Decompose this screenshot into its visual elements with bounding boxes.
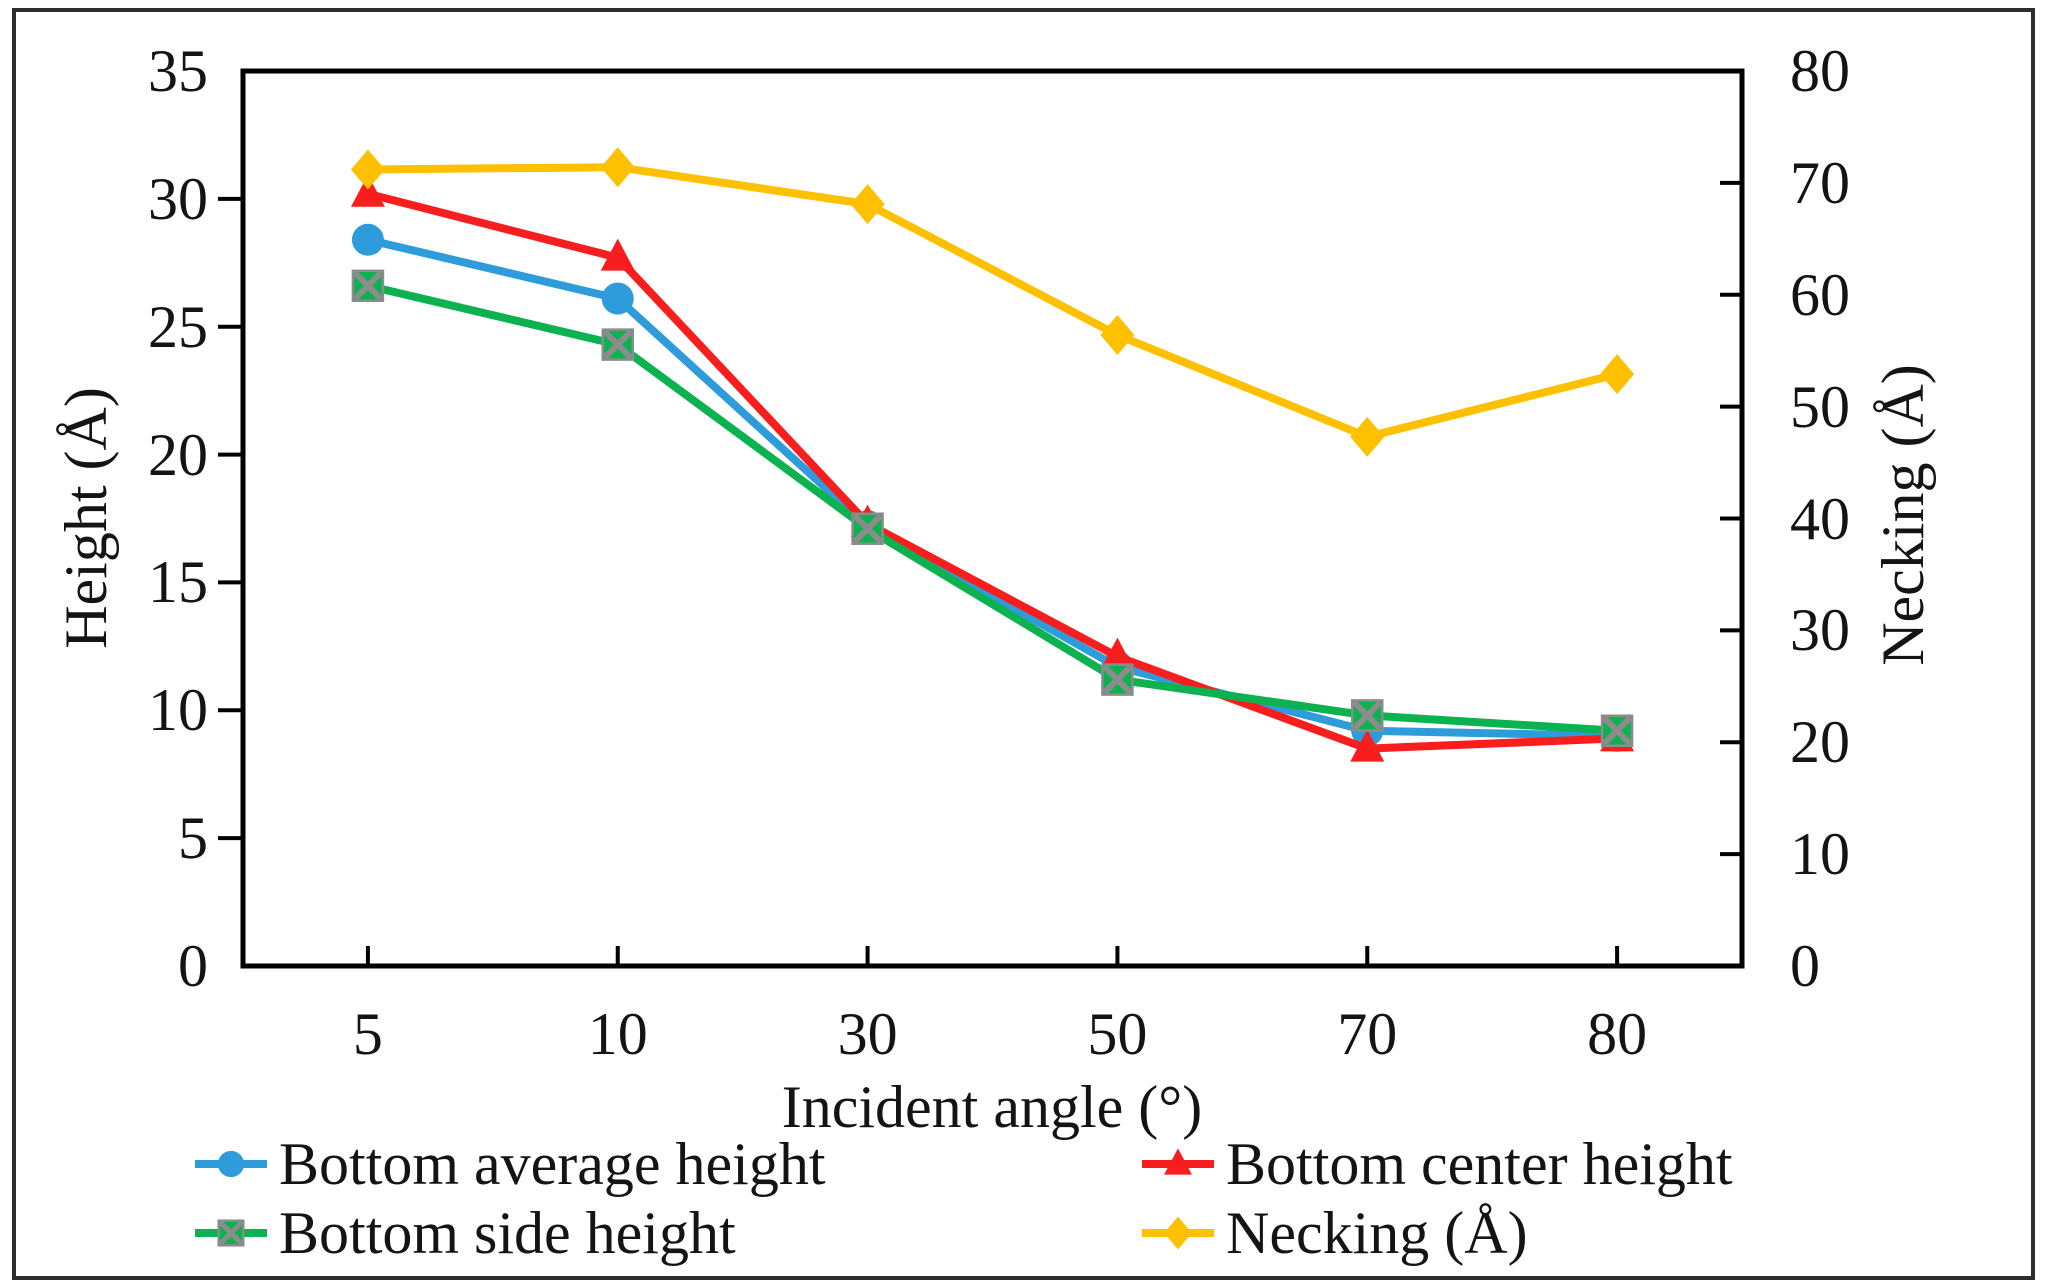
x-axis-tick-label: 50 bbox=[1087, 1001, 1148, 1067]
right-axis-tick-label: 70 bbox=[1790, 149, 1850, 216]
series-bottom-side-height bbox=[351, 269, 1634, 747]
x-axis-title: Incident angle (°) bbox=[781, 1074, 1203, 1140]
right-axis-tick-label: 20 bbox=[1790, 709, 1850, 776]
x-axis-tick-label: 80 bbox=[1587, 1001, 1648, 1067]
legend-label: Bottom average height bbox=[279, 1131, 826, 1197]
legend-item-bottom-side-height: Bottom side height bbox=[193, 1203, 736, 1263]
legend-label: Necking (Å) bbox=[1226, 1200, 1528, 1266]
right-axis-tick-label: 80 bbox=[1790, 38, 1850, 104]
right-axis-tick-label: 10 bbox=[1790, 821, 1850, 888]
left-axis-tick-label: 0 bbox=[178, 933, 208, 999]
right-axis-title: Necking (Å) bbox=[1870, 364, 1936, 666]
x-axis-tick-label: 30 bbox=[837, 1001, 898, 1067]
left-axis-tick-label: 10 bbox=[148, 677, 208, 744]
left-axis-tick-label: 35 bbox=[148, 38, 208, 104]
x-axis-tick-label: 70 bbox=[1337, 1001, 1398, 1067]
right-axis-tick-label: 50 bbox=[1790, 373, 1850, 440]
right-axis-tick-label: 30 bbox=[1790, 597, 1850, 664]
x-axis-tick-label: 10 bbox=[587, 1001, 648, 1067]
legend-item-bottom-average-height: Bottom average height bbox=[193, 1134, 826, 1194]
left-axis-tick-label: 25 bbox=[148, 293, 208, 360]
right-axis-tick-label: 40 bbox=[1790, 485, 1850, 552]
x-axis-tick-label: 5 bbox=[352, 1001, 383, 1067]
left-axis-tick-label: 20 bbox=[148, 421, 208, 488]
legend-label: Bottom center height bbox=[1226, 1131, 1733, 1197]
legend-marker-diamond-icon bbox=[1142, 1216, 1214, 1250]
series-bottom-average-height bbox=[351, 223, 1634, 752]
left-axis-tick-label: 30 bbox=[148, 165, 208, 232]
figure-border bbox=[12, 8, 2035, 1280]
series-necking bbox=[350, 147, 1635, 457]
legend-marker-circle-icon bbox=[195, 1150, 267, 1178]
legend-item-necking: Necking (Å) bbox=[1140, 1203, 1528, 1263]
left-axis-tick-label: 5 bbox=[178, 805, 208, 872]
plot-frame bbox=[240, 68, 1745, 969]
right-axis-tick-label: 0 bbox=[1790, 933, 1820, 999]
left-axis-tick-label: 15 bbox=[148, 549, 208, 616]
series-bottom-center-height bbox=[350, 174, 1635, 762]
legend-item-bottom-center-height: Bottom center height bbox=[1140, 1134, 1733, 1194]
legend-marker-square-x-icon bbox=[195, 1219, 267, 1247]
legend-marker-triangle-icon bbox=[1142, 1148, 1214, 1175]
right-axis-tick-label: 60 bbox=[1790, 261, 1850, 328]
left-axis-title: Height (Å) bbox=[53, 387, 119, 649]
legend-label: Bottom side height bbox=[279, 1200, 736, 1266]
